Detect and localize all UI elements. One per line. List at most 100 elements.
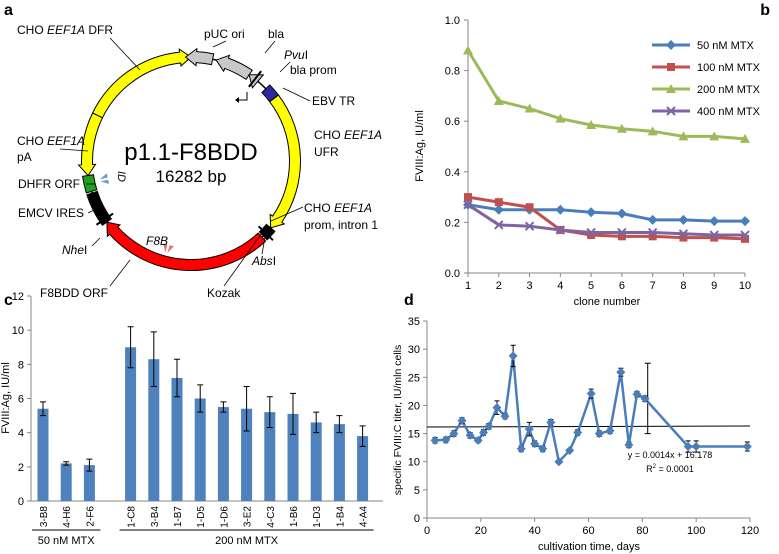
label-dhfr-orf: DHFR ORF [18, 177, 80, 191]
d-point [508, 351, 518, 361]
c-error-bar-3-b8 [40, 401, 46, 417]
leader-ebv-tr [282, 87, 311, 102]
d-x-tick-label: 60 [582, 525, 594, 537]
b-point-100-nm-mtx [464, 193, 472, 202]
c-category-label: 1-B4 [335, 506, 346, 528]
label-emcv-ires: EMCV IRES [18, 206, 84, 220]
c-y-axis-label: FVIII:Ag, IU/ml [0, 362, 12, 434]
d-x-tick-label: 40 [529, 525, 541, 537]
c-category-label: 3-B4 [150, 506, 161, 528]
leader-nhei [91, 237, 101, 247]
d-y-tick-label: 25 [408, 372, 420, 384]
d-y-tick-label: 15 [408, 429, 420, 441]
leader-cho-dfr [109, 37, 141, 71]
d-point [449, 429, 459, 439]
b-y-tick-label: 1.0 [445, 15, 460, 27]
b-point-100-nm-mtx [587, 231, 596, 240]
b-legend-label-100-nm-mtx: 100 nM MTX [697, 62, 761, 74]
c-error-bar-1-b4 [336, 415, 343, 434]
b-point-50-nm-mtx [740, 216, 750, 227]
b-x-tick-label: 5 [588, 280, 594, 292]
c-group-label-50-nm-mtx: 50 nM MTX [38, 535, 96, 547]
c-error-bar-4-a4 [359, 425, 366, 447]
feature-puc-ori [184, 47, 215, 67]
panel-b-letter: b [760, 2, 770, 19]
c-bar-1-d3 [310, 422, 322, 501]
d-y-tick-label: 5 [414, 485, 420, 497]
d-point [565, 445, 575, 455]
b-series-line-400-nm-mtx [467, 203, 745, 237]
b-y-tick-label: 0.8 [445, 66, 460, 78]
feature-bla [215, 54, 253, 81]
d-point [457, 416, 467, 426]
panel-d-letter: d [404, 292, 414, 309]
site-pvui [248, 70, 262, 88]
b-legend-marker-100-nm-mtx [667, 63, 675, 71]
c-category-label: 3-B8 [39, 506, 50, 528]
b-point-400-nm-mtx [524, 221, 535, 231]
leader-puc-ori [212, 40, 227, 48]
label-cho-pa-2: pA [17, 150, 32, 164]
d-y-tick-label: 35 [408, 316, 420, 328]
feature-bla-prom [248, 74, 265, 89]
feature-cho-eef1a-prom-intron-1 [258, 223, 276, 241]
d-point [492, 403, 502, 413]
b-point-400-nm-mtx [647, 227, 658, 238]
c-category-label: 1-D5 [196, 506, 207, 528]
primer-id-arrow-1 [100, 179, 110, 184]
b-point-200-nm-mtx [740, 133, 750, 143]
panel-c-letter: c [4, 292, 13, 309]
c-error-bar-1-b7 [174, 358, 180, 398]
panel-c-bar-chart: c 0 2 4 6 8 10 12 3-B8 4-H6 2-F6 1-C8 3-B4 1-B7 1-D5… [0, 291, 383, 547]
c-bar-1-c8 [125, 347, 137, 501]
b-point-100-nm-mtx [648, 232, 657, 241]
b-point-100-nm-mtx [525, 203, 534, 212]
panel-a-letter: a [4, 2, 13, 19]
b-point-200-nm-mtx [647, 126, 658, 136]
label-f8b: F8B [146, 234, 168, 248]
d-series-line [435, 355, 748, 465]
leader-f8bdd [109, 259, 131, 287]
d-point [500, 411, 510, 421]
d-point [683, 442, 693, 452]
b-point-400-nm-mtx [586, 227, 596, 238]
c-bar-1-d5 [194, 398, 206, 501]
bla-promoter-arrowhead [235, 97, 239, 103]
leader-cho-pa [59, 148, 89, 152]
b-x-tick-label: 4 [557, 280, 563, 292]
c-bar-3-e2 [241, 408, 253, 501]
c-bar-1-b7 [171, 378, 183, 501]
leader-cho-prom [270, 206, 304, 222]
d-trendline-equation: y = 0.0014x + 16.178 [628, 450, 713, 460]
c-y-tick-label: 8 [18, 359, 24, 371]
c-bar-2-f6 [83, 465, 95, 501]
d-point [640, 394, 650, 404]
b-series-line-50-nm-mtx [467, 203, 745, 223]
b-point-50-nm-mtx [493, 204, 504, 215]
d-x-tick-label: 100 [687, 525, 705, 537]
c-error-bar-4-c3 [266, 396, 273, 429]
c-bar-3-b8 [37, 408, 49, 501]
c-category-label: 1-C8 [127, 506, 138, 528]
b-point-50-nm-mtx [647, 214, 658, 225]
label-f8bdd-orf: F8BDD ORF [40, 286, 108, 300]
feature-cho-eef1a-pa [77, 112, 104, 177]
panel-a-plasmid-map: a p1.1-F8BDD 16282 bp CHO EEF1A DFR pUC … [4, 2, 382, 300]
leader-pvui [279, 61, 291, 73]
b-point-100-nm-mtx [617, 232, 626, 241]
b-y-tick-label: 0.0 [445, 268, 460, 280]
c-category-label: 3-E2 [243, 506, 254, 528]
c-error-bar-3-b4 [150, 331, 157, 388]
leader-bla [264, 40, 276, 54]
b-x-tick-label: 8 [680, 280, 686, 292]
b-legend-marker-200-nm-mtx [666, 84, 676, 93]
c-category-label: 4-A4 [359, 506, 370, 528]
d-y-tick-label: 10 [408, 457, 420, 469]
c-error-bar-1-b6 [290, 392, 296, 435]
c-bar-1-b4 [333, 424, 345, 501]
b-point-200-nm-mtx [463, 45, 473, 55]
c-error-bar-2-f6 [86, 458, 93, 472]
b-point-50-nm-mtx [678, 214, 689, 225]
label-cho-pa: CHO EEF1A [17, 134, 85, 148]
c-bar-1-b6 [287, 413, 299, 501]
